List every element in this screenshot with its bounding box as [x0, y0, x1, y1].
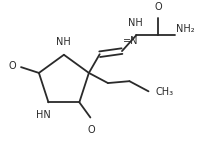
Text: HN: HN	[36, 110, 51, 120]
Text: =N: =N	[122, 36, 138, 46]
Text: NH: NH	[128, 18, 143, 28]
Text: O: O	[87, 125, 95, 135]
Text: O: O	[9, 61, 16, 71]
Text: O: O	[154, 2, 162, 12]
Text: NH₂: NH₂	[176, 24, 194, 34]
Text: CH₃: CH₃	[156, 87, 174, 97]
Text: NH: NH	[56, 37, 70, 47]
